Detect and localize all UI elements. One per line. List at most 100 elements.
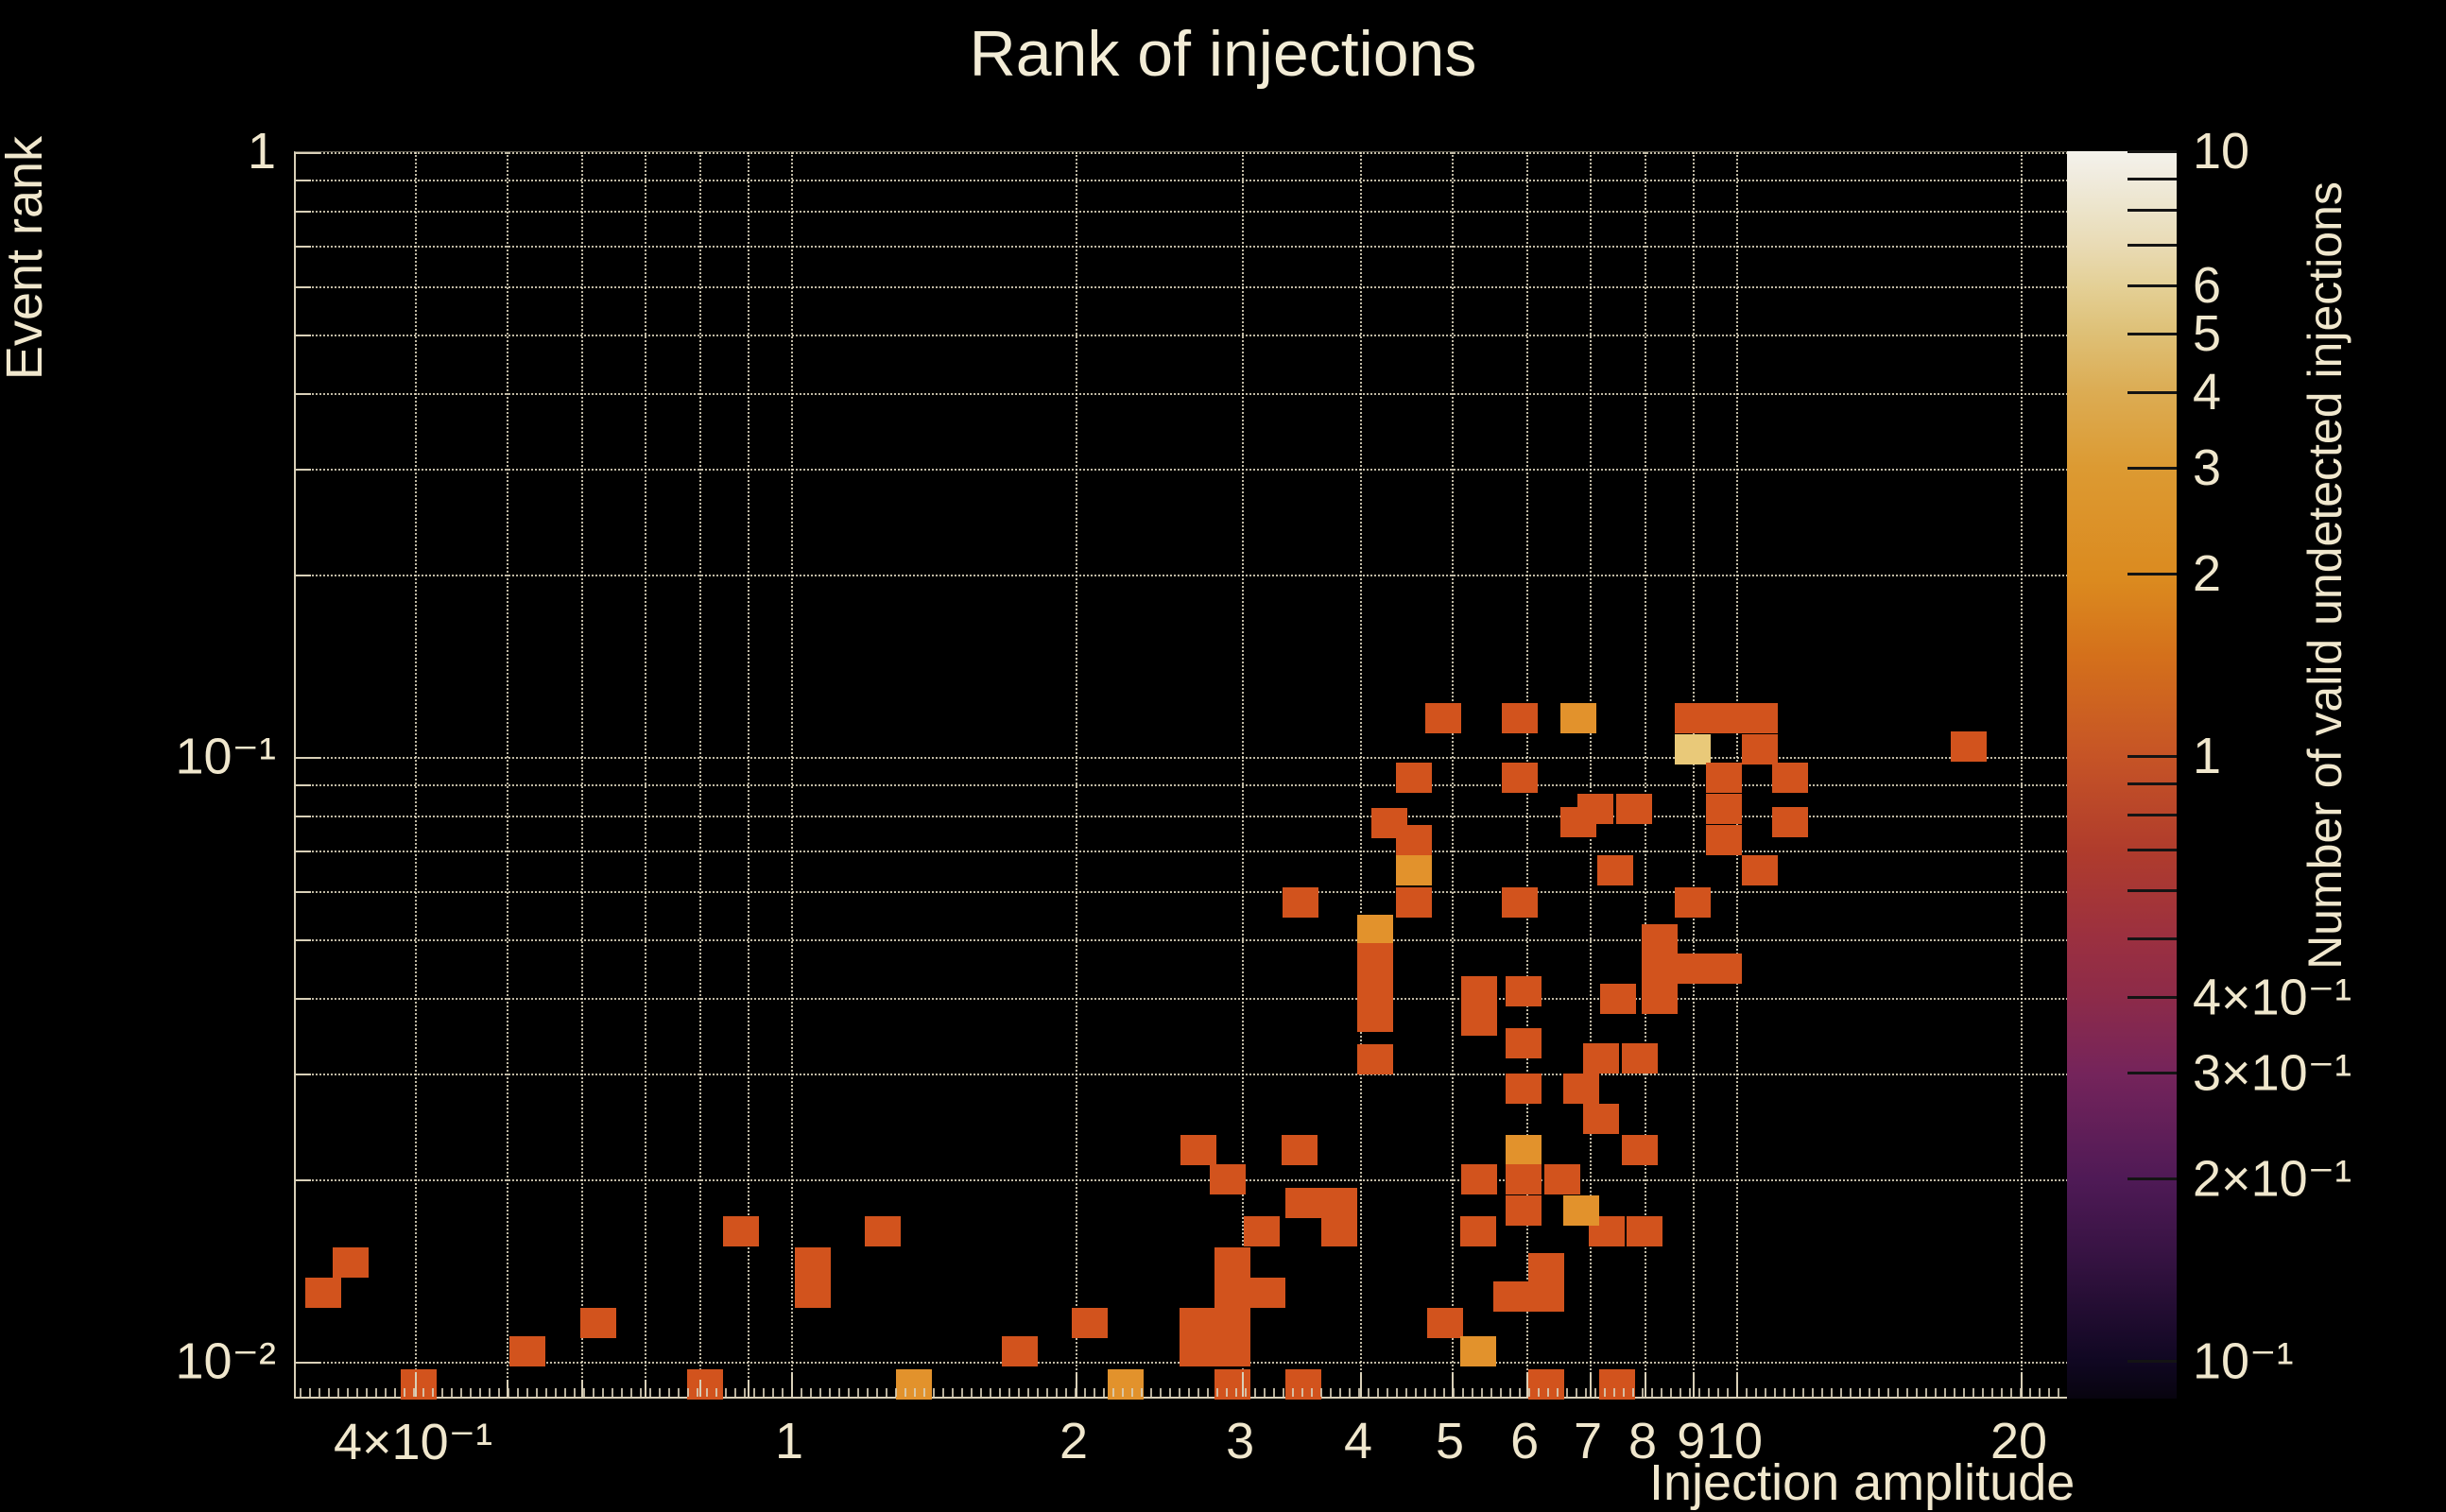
x-minor-tick (602, 1388, 604, 1397)
x-minor-tick (1188, 1388, 1190, 1397)
x-minor-tick (1991, 1388, 1993, 1397)
x-minor-tick (1547, 1388, 1549, 1397)
x-minor-tick (1112, 1388, 1114, 1397)
heatmap-cell (1642, 923, 1679, 954)
x-minor-tick (1840, 1388, 1842, 1397)
heatmap-cell (1461, 1164, 1498, 1195)
y-gridline (296, 575, 2068, 577)
x-minor-tick (1727, 1388, 1729, 1397)
x-tick (699, 1380, 702, 1397)
heatmap-cell (1071, 1307, 1108, 1338)
y-gridline (296, 938, 2068, 941)
heatmap-cell (1705, 763, 1742, 794)
x-major-tick (1076, 1372, 1078, 1397)
heatmap-cell (1214, 1307, 1250, 1338)
colorbar-tick (2127, 814, 2177, 817)
y-tick (296, 1179, 311, 1182)
x-minor-tick (952, 1388, 954, 1397)
x-minor-tick (1339, 1388, 1341, 1397)
x-minor-tick (706, 1388, 708, 1397)
x-minor-tick (422, 1388, 424, 1397)
x-minor-tick (838, 1388, 840, 1397)
heatmap-cell (1320, 1188, 1357, 1219)
x-minor-tick (649, 1388, 651, 1397)
x-minor-tick (1443, 1388, 1445, 1397)
colorbar-tick-label: 4×10⁻¹ (2193, 969, 2352, 1026)
heatmap-cell (1705, 954, 1742, 985)
x-minor-tick (1462, 1388, 1464, 1397)
x-minor-tick (1935, 1388, 1937, 1397)
x-minor-tick (526, 1388, 528, 1397)
colorbar-tick-label: 2 (2193, 545, 2222, 603)
x-minor-tick (1075, 1388, 1077, 1397)
x-minor-tick (1254, 1388, 1256, 1397)
x-minor-tick (451, 1388, 453, 1397)
x-gridline (581, 152, 584, 1397)
colorbar-tick (2127, 888, 2177, 892)
x-minor-tick (1481, 1388, 1483, 1397)
x-minor-tick (1519, 1388, 1521, 1397)
heatmap-cell (1621, 1043, 1658, 1074)
x-minor-tick (1131, 1388, 1133, 1397)
y-gridline (296, 850, 2068, 853)
x-minor-tick (460, 1388, 462, 1397)
x-minor-tick (659, 1388, 661, 1397)
x-tick (748, 1380, 750, 1397)
colorbar-tick-label: 5 (2193, 304, 2222, 362)
colorbar-tick-label: 1 (2193, 728, 2222, 784)
x-minor-tick (536, 1388, 538, 1397)
x-minor-tick (1802, 1388, 1804, 1397)
x-minor-tick (725, 1388, 727, 1397)
chart-title: Rank of injections (969, 18, 1477, 90)
heatmap-cell (1244, 1216, 1281, 1247)
x-minor-tick (1897, 1388, 1899, 1397)
y-gridline (296, 1179, 2068, 1182)
x-minor-tick (990, 1388, 991, 1397)
colorbar-tick (2127, 573, 2177, 576)
x-minor-tick (1292, 1388, 1294, 1397)
heatmap-cell (1505, 975, 1542, 1006)
x-minor-tick (1349, 1388, 1351, 1397)
colorbar-tick (2127, 782, 2177, 786)
colorbar-tick (2127, 284, 2177, 287)
x-minor-tick (612, 1388, 613, 1397)
x-tick-label: 4 (1344, 1413, 1373, 1469)
y-tick (296, 938, 311, 941)
x-minor-tick (1358, 1388, 1360, 1397)
x-minor-tick (394, 1388, 396, 1397)
x-minor-tick (1490, 1388, 1492, 1397)
x-minor-tick (1301, 1388, 1303, 1397)
x-minor-tick (1576, 1388, 1577, 1397)
x-minor-tick (1084, 1388, 1086, 1397)
heatmap-cell (1950, 731, 1987, 763)
heatmap-cell (1357, 1001, 1394, 1032)
y-tick-label: 10⁻² (175, 1332, 276, 1390)
x-minor-tick (2010, 1388, 2012, 1397)
x-major-tick (1451, 1372, 1454, 1397)
x-minor-tick (961, 1388, 963, 1397)
plot-frame (294, 151, 2070, 1400)
heatmap-cell (1357, 1044, 1394, 1075)
colorbar-tick (2127, 849, 2177, 852)
x-minor-tick (829, 1388, 831, 1397)
colorbar (2067, 150, 2177, 1399)
y-gridline (296, 890, 2068, 893)
x-minor-tick (1689, 1388, 1691, 1397)
heatmap-cell (1675, 886, 1712, 918)
heatmap-cell (722, 1216, 759, 1247)
x-minor-tick (980, 1388, 982, 1397)
heatmap-cell (794, 1246, 831, 1278)
x-minor-tick (1632, 1388, 1634, 1397)
y-major-tick (296, 152, 320, 154)
x-minor-tick (876, 1388, 878, 1397)
heatmap-cell (1616, 793, 1653, 824)
x-minor-tick (697, 1388, 698, 1397)
colorbar-tick (2127, 332, 2177, 335)
x-minor-tick (1264, 1388, 1266, 1397)
heatmap-cell (305, 1278, 342, 1309)
x-minor-tick (678, 1388, 680, 1397)
x-minor-tick (1472, 1388, 1473, 1397)
colorbar-tick (2127, 150, 2177, 153)
x-minor-tick (1226, 1388, 1228, 1397)
